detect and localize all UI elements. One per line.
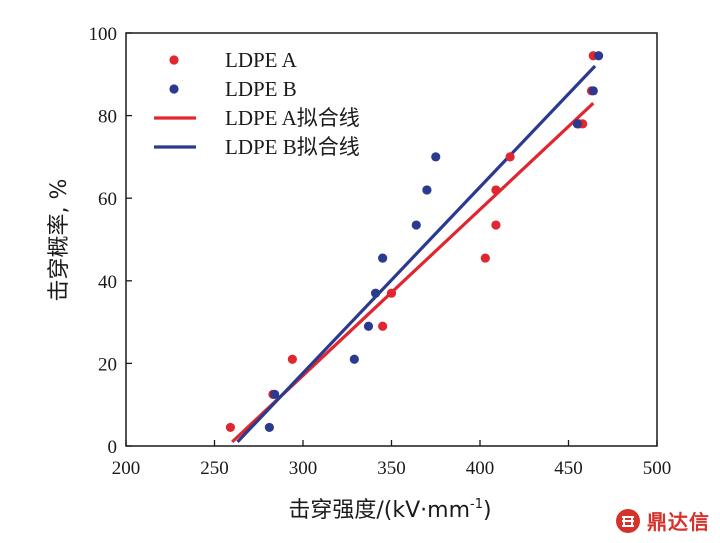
data-point-0 — [491, 185, 501, 195]
data-point-0 — [225, 422, 236, 433]
fit-lines — [231, 64, 597, 444]
data-point-0 — [378, 321, 388, 331]
data-point-1 — [349, 354, 359, 364]
data-point-1 — [431, 152, 441, 162]
legend: LDPE A LDPE B LDPE A拟合线 LDPE B拟合线 — [154, 48, 360, 159]
plot-area — [125, 32, 658, 447]
data-point-1 — [422, 185, 432, 195]
y-tick-label: 40 — [98, 272, 117, 293]
data-point-1 — [378, 253, 388, 263]
x-tick-label: 500 — [643, 458, 672, 479]
x-tick-label: 250 — [200, 458, 229, 479]
legend-swatch — [169, 84, 179, 94]
x-axis-title-main: 击穿强度/(kV·mm — [288, 498, 470, 523]
data-point-1 — [363, 321, 374, 331]
x-tick-label: 300 — [289, 458, 318, 479]
legend-label: LDPE A — [225, 48, 298, 72]
data-point-1 — [588, 86, 598, 96]
data-point-0 — [287, 354, 297, 364]
y-tick-label: 0 — [108, 437, 118, 458]
data-points — [225, 51, 604, 433]
ddx-logo-icon — [616, 508, 640, 533]
data-point-0 — [505, 152, 515, 162]
legend-swatch — [169, 55, 179, 65]
x-tick-label: 400 — [466, 458, 495, 479]
x-tick-label: 450 — [554, 458, 583, 479]
data-point-0 — [491, 220, 501, 230]
y-tick-label: 100 — [89, 24, 118, 45]
data-point-1 — [411, 220, 421, 230]
legend-label: LDPE B — [225, 77, 297, 101]
x-axis-ticks: 200 250 300 350 400 450 500 — [112, 440, 672, 479]
x-axis-title-sup: -1 — [470, 497, 483, 512]
data-point-1 — [593, 51, 604, 61]
y-axis-title: 击穿概率, % — [47, 179, 72, 302]
data-point-1 — [572, 119, 582, 129]
legend-label: LDPE B拟合线 — [225, 135, 360, 159]
legend-label: LDPE A拟合线 — [225, 106, 360, 130]
fit-line-3 — [236, 64, 597, 443]
watermark: 鼎达信 — [615, 506, 710, 535]
watermark-text: 鼎达信 — [647, 510, 710, 534]
x-tick-label: 350 — [377, 458, 406, 479]
data-point-0 — [480, 253, 490, 263]
y-tick-label: 20 — [98, 354, 117, 375]
data-point-0 — [386, 288, 397, 298]
data-point-1 — [270, 389, 280, 399]
y-axis-ticks: 0 20 40 60 80 100 — [89, 24, 132, 458]
data-point-1 — [370, 288, 381, 298]
x-tick-label: 200 — [112, 458, 141, 479]
data-point-1 — [264, 422, 274, 433]
plot-frame — [125, 32, 658, 447]
y-tick-label: 60 — [98, 189, 117, 210]
x-axis-title: 击穿强度/(kV·mm-1) — [288, 497, 491, 523]
y-tick-label: 80 — [98, 107, 117, 128]
x-axis-title-end: ) — [483, 498, 492, 523]
